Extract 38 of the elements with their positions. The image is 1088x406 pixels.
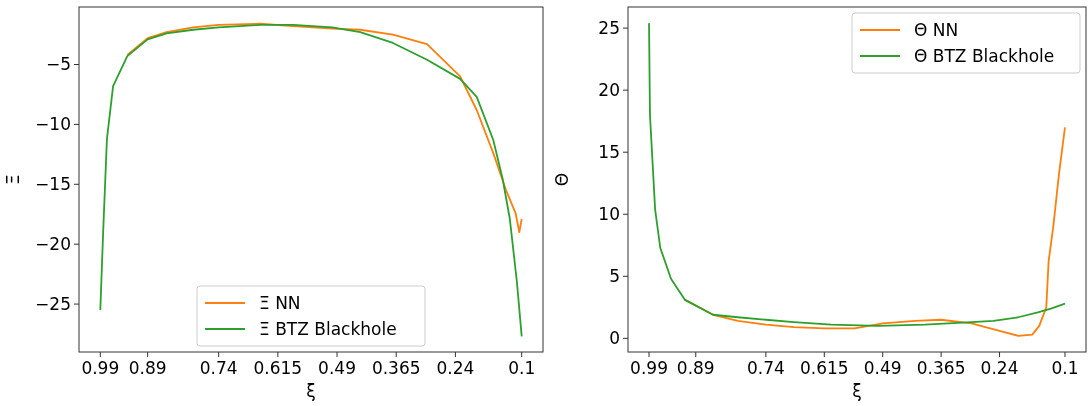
x-tick-label: 0.1 xyxy=(508,358,536,378)
y-tick-label: 15 xyxy=(598,142,620,163)
y-tick-label: −25 xyxy=(35,294,71,315)
x-tick-label: 0.89 xyxy=(128,358,167,378)
legend-label: Θ BTZ Blackhole xyxy=(914,45,1055,66)
x-tick-label: 0.99 xyxy=(630,358,668,378)
x-tick-label: 0.74 xyxy=(746,358,785,378)
line-series xyxy=(99,24,523,338)
legend-label: Ξ BTZ Blackhole xyxy=(259,318,397,339)
y-tick-label: −15 xyxy=(35,174,71,195)
legend-label: Θ NN xyxy=(914,19,959,40)
x-axis-title: ξ xyxy=(306,381,316,401)
x-axis-title: ξ xyxy=(852,381,862,401)
x-tick-label: 0.89 xyxy=(676,358,715,378)
x-tick-label: 0.365 xyxy=(916,358,966,378)
x-tick-label: 0.615 xyxy=(799,358,849,378)
y-tick-label: −10 xyxy=(35,114,71,135)
y-tick-label: −5 xyxy=(45,54,71,75)
x-tick-label: 0.365 xyxy=(371,358,421,378)
y-tick-label: 5 xyxy=(609,266,620,287)
y-tick-label: 25 xyxy=(598,18,620,39)
x-tick-label: 0.99 xyxy=(81,358,120,378)
x-tick-label: 0.24 xyxy=(980,358,1019,378)
y-axis-title: Ξ xyxy=(3,174,23,185)
x-tick-label: 0.49 xyxy=(318,358,356,378)
y-tick-label: 10 xyxy=(598,204,620,225)
line-series xyxy=(648,22,1066,327)
x-tick-label: 0.1 xyxy=(1051,358,1079,378)
y-axis-title: Θ xyxy=(552,172,572,187)
y-tick-label: 20 xyxy=(598,80,620,101)
legend-label: Ξ NN xyxy=(259,292,301,313)
line-series xyxy=(126,22,523,234)
y-tick-label: 0 xyxy=(609,328,620,349)
x-tick-label: 0.24 xyxy=(436,358,475,378)
x-tick-label: 0.49 xyxy=(863,358,902,378)
x-tick-label: 0.615 xyxy=(253,358,303,378)
x-tick-label: 0.74 xyxy=(199,358,238,378)
y-tick-label: −20 xyxy=(35,234,71,255)
